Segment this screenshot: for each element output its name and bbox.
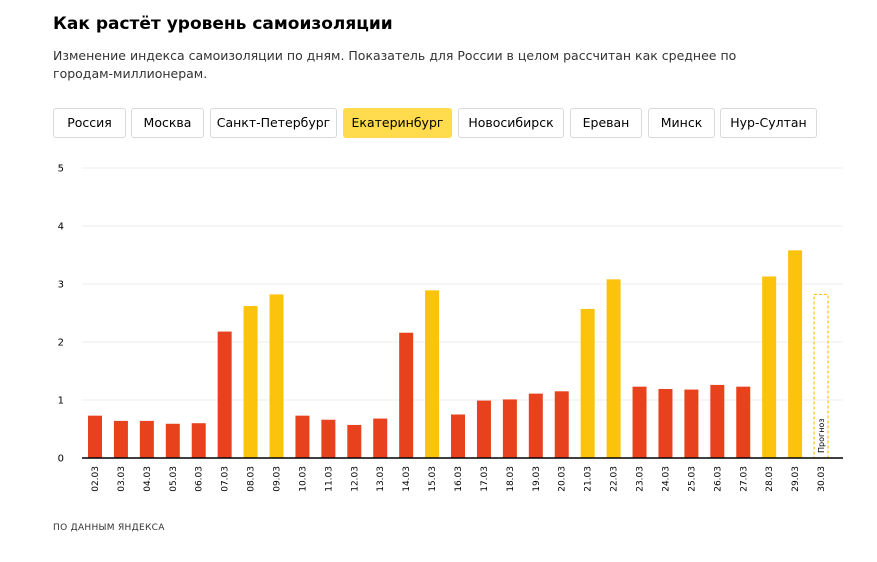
y-tick-label: 2 bbox=[58, 338, 64, 349]
x-tick-label: 21.03 bbox=[584, 466, 594, 492]
bar bbox=[165, 423, 180, 458]
bar bbox=[528, 393, 543, 458]
tab-minsk[interactable]: Минск bbox=[648, 108, 715, 138]
bar bbox=[217, 331, 232, 458]
x-tick-label: 19.03 bbox=[532, 466, 542, 492]
x-tick-label: 12.03 bbox=[350, 466, 360, 492]
tab-novosibirsk[interactable]: Новосибирск bbox=[458, 108, 564, 138]
bar bbox=[502, 399, 517, 458]
bar bbox=[476, 400, 491, 458]
bar bbox=[425, 290, 440, 458]
x-tick-label: 03.03 bbox=[117, 466, 127, 492]
bar bbox=[347, 424, 362, 458]
tab-moscow[interactable]: Москва bbox=[131, 108, 204, 138]
x-tick-label: 16.03 bbox=[454, 466, 464, 492]
x-tick-label: 30.03 bbox=[817, 466, 827, 492]
page-title: Как растёт уровень самоизоляции bbox=[53, 14, 393, 34]
bar bbox=[321, 419, 336, 458]
tab-russia[interactable]: Россия bbox=[53, 108, 126, 138]
bar bbox=[762, 276, 777, 458]
bar bbox=[736, 386, 751, 458]
x-tick-label: 28.03 bbox=[765, 466, 775, 492]
x-tick-label: 14.03 bbox=[402, 466, 412, 492]
bar bbox=[658, 388, 673, 458]
x-tick-label: 23.03 bbox=[636, 466, 646, 492]
bar bbox=[243, 306, 258, 458]
bar bbox=[191, 423, 206, 458]
x-tick-label: 24.03 bbox=[661, 466, 671, 492]
x-tick-label: 07.03 bbox=[221, 466, 231, 492]
x-tick-label: 26.03 bbox=[713, 466, 723, 492]
x-tick-label: 13.03 bbox=[376, 466, 386, 492]
x-tick-label: 06.03 bbox=[195, 466, 205, 492]
x-tick-label: 17.03 bbox=[480, 466, 490, 492]
forecast-label: Прогноз bbox=[817, 418, 826, 453]
x-tick-label: 10.03 bbox=[298, 466, 308, 492]
bar bbox=[88, 415, 102, 458]
bar bbox=[399, 332, 414, 458]
x-tick-label: 11.03 bbox=[324, 466, 334, 492]
bar bbox=[684, 389, 699, 458]
y-tick-label: 0 bbox=[58, 454, 64, 465]
y-tick-label: 4 bbox=[58, 222, 64, 233]
x-tick-label: 22.03 bbox=[610, 466, 620, 492]
bar bbox=[139, 420, 154, 458]
bar bbox=[580, 308, 595, 458]
tab-yerevan[interactable]: Ереван bbox=[570, 108, 642, 138]
x-tick-label: 09.03 bbox=[273, 466, 283, 492]
x-tick-label: 18.03 bbox=[506, 466, 516, 492]
x-tick-label: 25.03 bbox=[687, 466, 697, 492]
page-subtitle: Изменение индекса самоизоляции по дням. … bbox=[53, 48, 737, 81]
self-isolation-bar-chart: 0 1 2 3 4 5 02.03 03.03 04.03 05.03 06.03 07.03 08.0… bbox=[58, 164, 843, 492]
bar bbox=[451, 414, 466, 458]
y-tick-label: 5 bbox=[58, 164, 64, 175]
x-tick-label: 15.03 bbox=[428, 466, 438, 492]
tab-yekaterinburg[interactable]: Екатеринбург bbox=[343, 108, 452, 138]
tab-saint-petersburg[interactable]: Санкт-Петербург bbox=[210, 108, 337, 138]
bar bbox=[632, 386, 647, 458]
bar bbox=[710, 384, 725, 458]
x-tick-label: 02.03 bbox=[91, 466, 101, 492]
x-tick-label: 29.03 bbox=[791, 466, 801, 492]
bar bbox=[606, 279, 621, 458]
y-tick-label: 3 bbox=[58, 280, 64, 291]
bar bbox=[788, 250, 803, 458]
bar bbox=[373, 418, 388, 458]
source-note: ПО ДАННЫМ ЯНДЕКСА bbox=[53, 523, 165, 533]
x-tick-label: 20.03 bbox=[558, 466, 568, 492]
y-tick-label: 1 bbox=[58, 396, 64, 407]
tab-nur-sultan[interactable]: Нур-Султан bbox=[720, 108, 817, 138]
bar bbox=[113, 420, 128, 458]
x-tick-label: 04.03 bbox=[143, 466, 153, 492]
x-tick-label: 08.03 bbox=[247, 466, 257, 492]
forecast-bar bbox=[813, 293, 829, 459]
x-tick-label: 05.03 bbox=[169, 466, 179, 492]
x-tick-label: 27.03 bbox=[739, 466, 749, 492]
bar bbox=[269, 294, 284, 458]
bar bbox=[554, 391, 569, 458]
bar bbox=[295, 415, 310, 458]
